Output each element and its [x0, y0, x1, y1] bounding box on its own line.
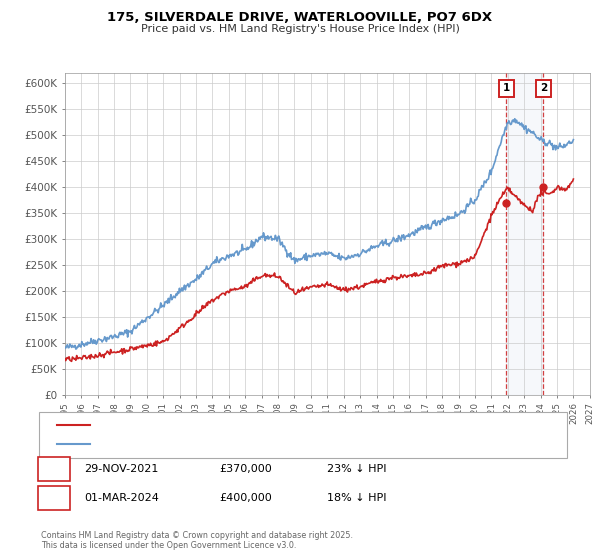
Text: 2: 2	[50, 493, 58, 503]
Text: Price paid vs. HM Land Registry's House Price Index (HPI): Price paid vs. HM Land Registry's House …	[140, 24, 460, 34]
Text: 175, SILVERDALE DRIVE, WATERLOOVILLE, PO7 6DX (detached house): 175, SILVERDALE DRIVE, WATERLOOVILLE, PO…	[97, 421, 440, 430]
Text: Contains HM Land Registry data © Crown copyright and database right 2025.
This d: Contains HM Land Registry data © Crown c…	[41, 531, 353, 550]
Text: 23% ↓ HPI: 23% ↓ HPI	[327, 464, 386, 474]
Text: 18% ↓ HPI: 18% ↓ HPI	[327, 493, 386, 503]
Text: £370,000: £370,000	[219, 464, 272, 474]
Text: HPI: Average price, detached house, Havant: HPI: Average price, detached house, Hava…	[97, 439, 313, 449]
Text: 2: 2	[540, 83, 547, 94]
Bar	[506, 73, 544, 395]
Text: 01-MAR-2024: 01-MAR-2024	[84, 493, 159, 503]
Text: £400,000: £400,000	[219, 493, 272, 503]
Text: 1: 1	[503, 83, 510, 94]
Text: 1: 1	[50, 464, 58, 474]
Text: 29-NOV-2021: 29-NOV-2021	[84, 464, 158, 474]
Text: 175, SILVERDALE DRIVE, WATERLOOVILLE, PO7 6DX: 175, SILVERDALE DRIVE, WATERLOOVILLE, PO…	[107, 11, 493, 24]
